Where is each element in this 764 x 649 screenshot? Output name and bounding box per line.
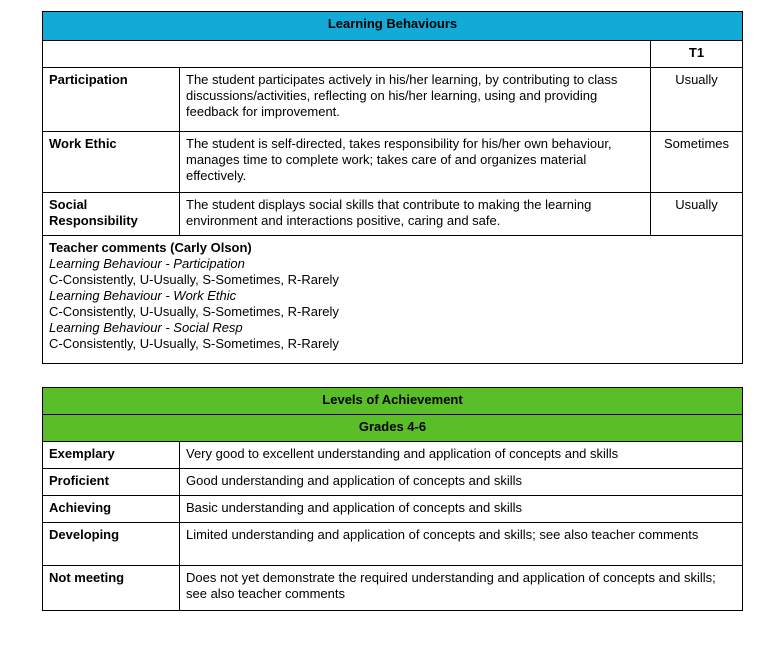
behaviour-label: Social Responsibility <box>42 192 180 236</box>
behaviour-row-social-responsibility: Social Responsibility The student displa… <box>42 192 743 236</box>
level-row-achieving: Achieving Basic understanding and applic… <box>42 495 743 523</box>
level-description: Very good to excellent understanding and… <box>179 441 743 469</box>
teacher-comments-row: Teacher comments (Carly Olson) Learning … <box>42 235 743 364</box>
level-row-exemplary: Exemplary Very good to excellent underst… <box>42 441 743 469</box>
behaviour-label: Participation <box>42 67 180 132</box>
behaviour-description: The student displays social skills that … <box>179 192 651 236</box>
comment-line: Learning Behaviour - Participation <box>49 256 245 271</box>
level-label: Proficient <box>42 468 180 496</box>
behaviour-description: The student participates actively in his… <box>179 67 651 132</box>
behaviour-description: The student is self-directed, takes resp… <box>179 131 651 193</box>
term-column-header: T1 <box>650 40 743 68</box>
level-label: Achieving <box>42 495 180 523</box>
teacher-comments-heading: Teacher comments (Carly Olson) <box>49 240 252 255</box>
behaviour-rating: Usually <box>650 67 743 132</box>
learning-behaviours-header-row: Learning Behaviours <box>42 11 743 41</box>
levels-of-achievement-title: Levels of Achievement <box>42 387 743 415</box>
behaviour-label: Work Ethic <box>42 131 180 193</box>
comment-line: C-Consistently, U-Usually, S-Sometimes, … <box>49 272 339 287</box>
level-row-not-meeting: Not meeting Does not yet demonstrate the… <box>42 565 743 611</box>
teacher-comments-cell: Teacher comments (Carly Olson) Learning … <box>42 235 743 364</box>
level-label: Developing <box>42 522 180 566</box>
grades-subheader-row: Grades 4-6 <box>42 414 743 442</box>
behaviour-row-work-ethic: Work Ethic The student is self-directed,… <box>42 131 743 193</box>
comment-line: C-Consistently, U-Usually, S-Sometimes, … <box>49 304 339 319</box>
learning-behaviours-table: Learning Behaviours T1 Participation The… <box>42 11 743 364</box>
term-header-spacer <box>42 40 651 68</box>
level-label: Exemplary <box>42 441 180 469</box>
term-header-row: T1 <box>42 40 743 68</box>
level-description: Does not yet demonstrate the required un… <box>179 565 743 611</box>
level-row-proficient: Proficient Good understanding and applic… <box>42 468 743 496</box>
levels-header-row: Levels of Achievement <box>42 387 743 415</box>
level-description: Good understanding and application of co… <box>179 468 743 496</box>
level-description: Basic understanding and application of c… <box>179 495 743 523</box>
behaviour-rating: Sometimes <box>650 131 743 193</box>
comment-line: Learning Behaviour - Work Ethic <box>49 288 237 303</box>
levels-of-achievement-table: Levels of Achievement Grades 4-6 Exempla… <box>42 387 743 611</box>
comment-line: C-Consistently, U-Usually, S-Sometimes, … <box>49 336 339 351</box>
learning-behaviours-title: Learning Behaviours <box>42 11 743 41</box>
grades-subtitle: Grades 4-6 <box>42 414 743 442</box>
level-label: Not meeting <box>42 565 180 611</box>
comment-line: Learning Behaviour - Social Resp <box>49 320 243 335</box>
behaviour-row-participation: Participation The student participates a… <box>42 67 743 132</box>
level-description: Limited understanding and application of… <box>179 522 743 566</box>
behaviour-rating: Usually <box>650 192 743 236</box>
level-row-developing: Developing Limited understanding and app… <box>42 522 743 566</box>
